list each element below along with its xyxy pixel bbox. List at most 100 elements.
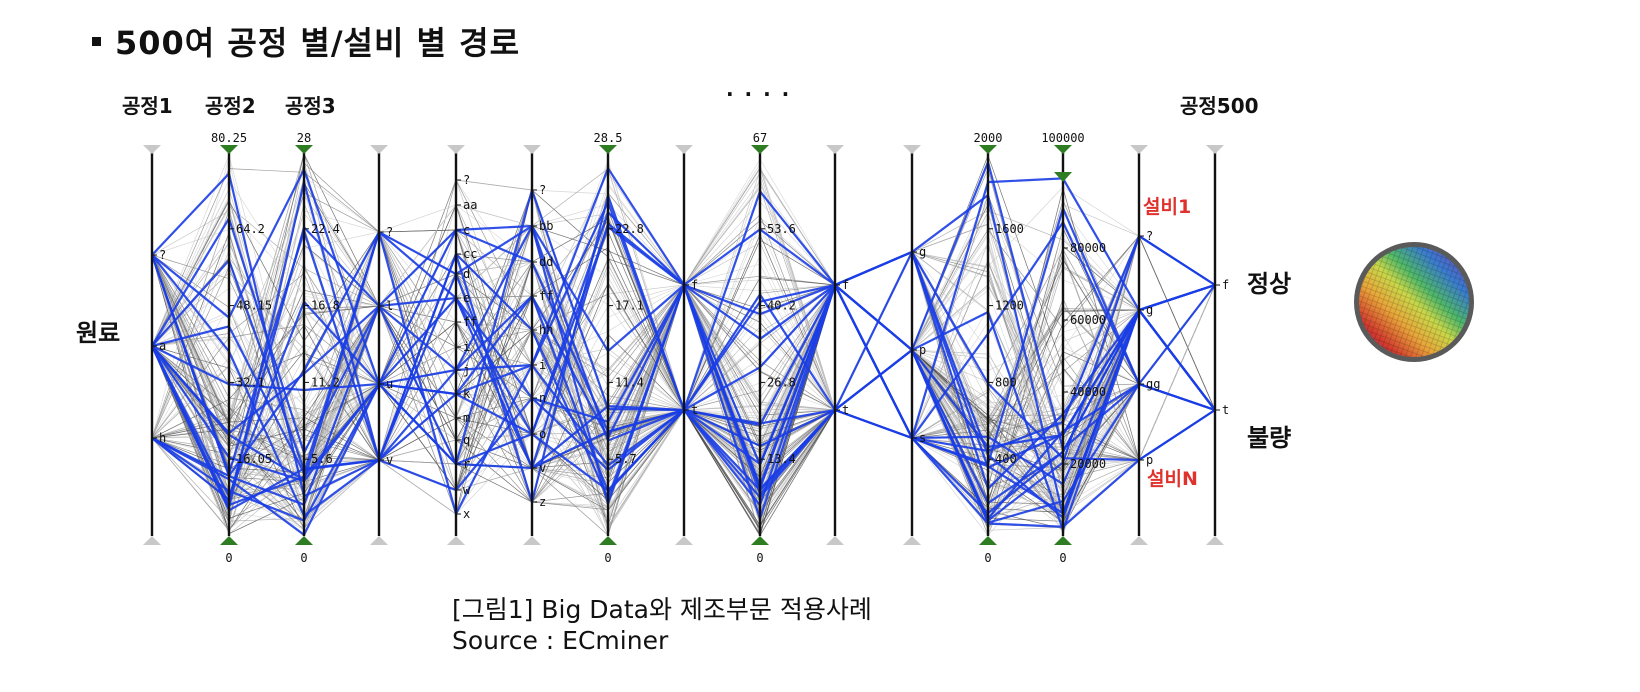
axes-group: ? a h 0 16.05 32.1 48.15 64.2 80.25 0 5.6 11.2 16.8 2… (143, 131, 1229, 565)
axis-tick-label: 11.2 (311, 375, 340, 389)
axis-top-marker (1054, 145, 1072, 154)
axis-top-marker (370, 145, 388, 154)
axis-max-label: 80.25 (211, 131, 247, 145)
axis-max-label: 2000 (974, 131, 1003, 145)
axis-bottom-marker (1054, 536, 1072, 545)
axis-top-marker (447, 145, 465, 154)
category-label: n (539, 391, 546, 405)
axis-3: 0 5.6 11.2 16.8 22.4 28 (295, 131, 340, 565)
axis-tick-label: 5.6 (311, 452, 333, 466)
axis-max-label: 28 (297, 131, 311, 145)
axis-2: 0 16.05 32.1 48.15 64.2 80.25 (211, 131, 272, 565)
axis-bottom-marker (675, 536, 693, 545)
category-label: r (463, 457, 470, 471)
axis-tick-label: 26.8 (767, 375, 796, 389)
axis-top-marker (295, 145, 313, 154)
axis-tick-label: 22.8 (615, 222, 644, 236)
axis-tick-label: 11.4 (615, 375, 644, 389)
category-label: ? (386, 225, 393, 239)
axis-top-marker (220, 145, 238, 154)
category-label: f (1222, 278, 1229, 292)
axis-7: 0 5.7 11.4 17.1 22.8 28.5 (594, 131, 644, 565)
axis-tick-label: 1200 (995, 299, 1024, 313)
category-label: u (386, 377, 393, 391)
axis-tick-label: 64.2 (236, 222, 265, 236)
axis-tick-label: 16.05 (236, 452, 272, 466)
category-label: o (539, 427, 546, 441)
category-label: s (919, 431, 926, 445)
slide-heading: 500여 공정 별/설비 별 경로 (92, 18, 520, 64)
category-label: ? (539, 183, 546, 197)
axis-top-marker (1130, 145, 1148, 154)
axis-bottom-marker (1206, 536, 1224, 545)
category-label: p (1146, 453, 1153, 467)
axis-top-marker (599, 145, 617, 154)
category-label: cc (463, 247, 477, 261)
category-label: m (463, 411, 470, 425)
axis-tick-label: 5.7 (615, 452, 637, 466)
axis-top-marker (903, 145, 921, 154)
axis-bottom-marker (295, 536, 313, 545)
axis-max-marker (1054, 172, 1072, 182)
category-label: c (463, 223, 470, 237)
slide-heading-text: 500여 공정 별/설비 별 경로 (115, 24, 521, 62)
category-label: t (691, 403, 698, 417)
category-label: e (463, 291, 470, 305)
axis-top-marker (675, 145, 693, 154)
category-label: h (159, 431, 166, 445)
category-label: hh (539, 323, 553, 337)
category-label: gg (1146, 377, 1160, 391)
axis-bottom-marker (599, 536, 617, 545)
category-label: i (463, 340, 470, 354)
category-label: ? (159, 248, 166, 262)
axis-top-marker (523, 145, 541, 154)
axis-tick-label: 53.6 (767, 222, 796, 236)
axis-max-label: 100000 (1041, 131, 1084, 145)
defect-result-label: 불량 (1247, 424, 1292, 452)
axis-1: ? a h (143, 145, 166, 545)
category-label: ff (463, 315, 477, 329)
process-3-label: 공정3 (285, 94, 336, 118)
axis-bottom-marker (370, 536, 388, 545)
axis-tick-label: 20000 (1070, 457, 1106, 471)
axis-top-marker (1206, 145, 1224, 154)
category-label: g (919, 245, 926, 259)
bullet-icon (92, 36, 101, 46)
axis-min-label: 0 (1059, 551, 1066, 565)
category-label: z (539, 495, 546, 509)
axis-bottom-marker (447, 536, 465, 545)
axis-tick-label: 40000 (1070, 385, 1106, 399)
axis-15: ft (1206, 145, 1229, 545)
category-label: d (463, 267, 470, 281)
category-label: ? (1146, 229, 1153, 243)
axis-bottom-marker (1130, 536, 1148, 545)
figure-caption-source: Source : ECminer (452, 626, 669, 655)
axis-tick-label: 32.1 (236, 375, 265, 389)
equipment-1-label: 설비1 (1143, 196, 1192, 218)
axis-min-label: 0 (300, 551, 307, 565)
process-ellipsis: · · · · (726, 82, 792, 106)
axis-bottom-marker (143, 536, 161, 545)
equipment-n-label: 설비N (1147, 468, 1198, 490)
axis-9: 0 13.4 26.8 40.2 53.6 67 (751, 131, 796, 565)
axis-tick-label: 400 (995, 452, 1017, 466)
axis-min-label: 0 (984, 551, 991, 565)
category-label: k (463, 387, 471, 401)
axis-min-label: 0 (604, 551, 611, 565)
figure-caption-title: [그림1] Big Data와 제조부문 적용사례 (452, 595, 872, 624)
axis-bottom-marker (826, 536, 844, 545)
axis-tick-label: 48.15 (236, 299, 272, 313)
category-label: t (1222, 403, 1229, 417)
axis-top-marker (143, 145, 161, 154)
category-label: j (463, 363, 470, 377)
axis-8: ft (675, 145, 698, 545)
category-label: ff (539, 289, 553, 303)
axis-tick-label: 13.4 (767, 452, 796, 466)
axis-bottom-marker (903, 536, 921, 545)
axis-10: ft (826, 145, 849, 545)
category-label: p (919, 343, 926, 357)
axis-12: 0 400 800 1200 1600 2000 (974, 131, 1024, 565)
process-2-label: 공정2 (205, 94, 256, 118)
category-label: g (1146, 303, 1153, 317)
